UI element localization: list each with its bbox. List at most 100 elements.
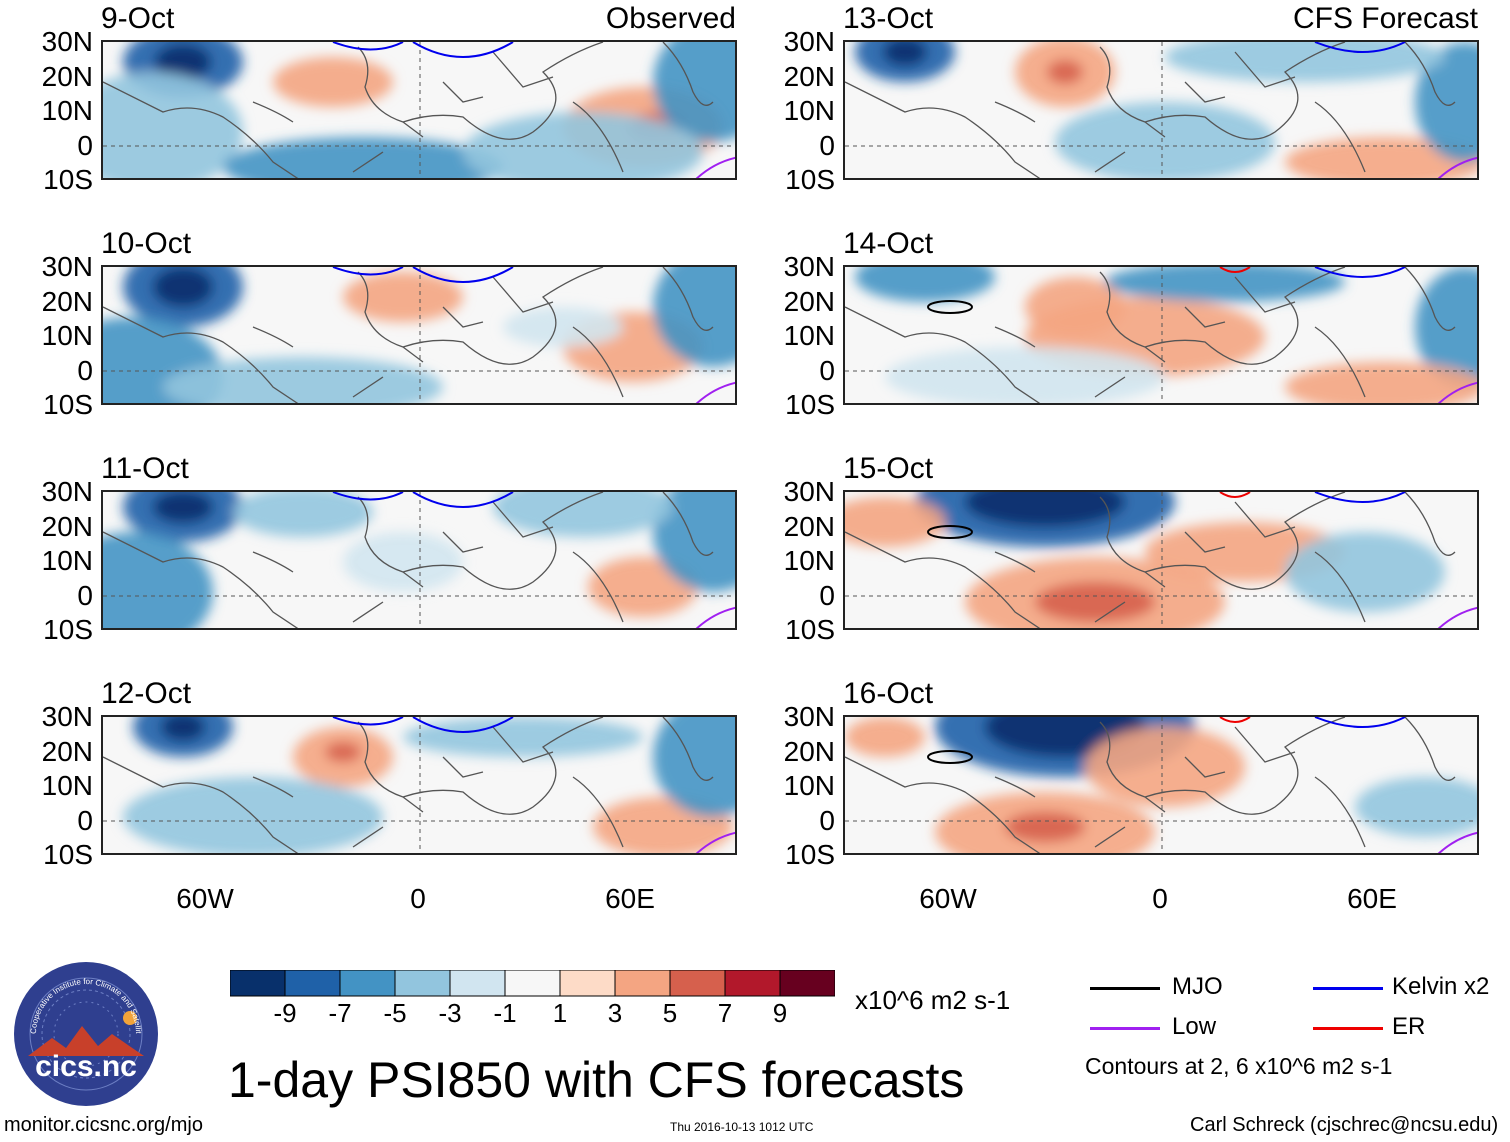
lat-label: 10N [41,320,93,351]
anomaly-blob [1285,137,1477,178]
map-panel-obs [101,265,737,405]
footer-url: monitor.cicsnc.org/mjo [4,1114,203,1136]
anomaly-blob [1285,532,1445,612]
low-contour [695,156,735,178]
lat-label: 20N [41,510,93,542]
low-legend-line [1090,1027,1160,1030]
lon-label-0-left: 0 [410,883,426,914]
anomaly-blob [155,44,211,80]
lat-label: 30N [783,701,835,732]
low-contour [1437,381,1477,403]
mjo-legend-label: MJO [1172,973,1223,1000]
lat-label: 30N [41,476,93,507]
anomaly-blob [1285,362,1477,403]
lat-label: 20N [41,735,93,767]
lat-label: 10S [43,839,93,870]
er-contour [1219,267,1251,273]
lat-label: 10S [43,614,93,645]
colorbar-swatches [229,969,836,997]
kelvin-contour [1314,717,1406,728]
er-legend-label: ER [1392,1013,1426,1040]
panel-date-label: 14-Oct [843,227,934,260]
anomaly-blob [233,492,373,537]
coastline [845,492,1456,628]
observed-label: Observed [605,2,736,35]
anomaly-blob [1355,777,1477,837]
colorbar-swatch [614,969,671,997]
low-contour [1437,606,1477,628]
footer-timestamp: Thu 2016-10-13 1012 UTC [670,1120,814,1134]
low-legend-label: Low [1172,1013,1217,1040]
map-panel-obs [101,715,737,855]
panel-date-label: 15-Oct [843,452,934,485]
anomaly-blob [1105,267,1345,302]
lat-label: 30N [783,251,835,282]
anomaly-blob [653,42,735,142]
lon-label-60e-left: 60E [605,883,655,914]
colorbar-swatch [394,969,451,997]
anomaly-blob [1415,42,1477,162]
forecast-label: CFS Forecast [1292,2,1478,35]
anomaly-blob [161,717,205,741]
lat-label: 30N [783,26,835,57]
psi850-field [845,717,1477,853]
logo-text: cics.nc [35,1050,137,1083]
psi850-field [103,492,735,628]
lon-label-60e-right: 60E [1347,883,1397,914]
main-title: 1-day PSI850 with CFS forecasts [228,1052,965,1108]
kelvin-contour [332,492,514,508]
coastline [103,492,714,628]
colorbar-swatch [724,969,781,997]
colorbar-tick-label: -7 [328,998,352,1028]
map-panel-fcst [843,490,1479,630]
colorbar-tick-label: -3 [438,998,462,1028]
footer-author: Carl Schreck (cjschrec@ncsu.edu) [1190,1114,1499,1136]
anomaly-blob [845,717,925,757]
kelvin-contour [332,717,514,733]
lon-label-0-right: 0 [1152,883,1168,914]
anomaly-blob [103,72,243,178]
kelvin-contour [1314,267,1406,278]
anomaly-blob [223,137,503,178]
lat-label: 10N [41,545,93,576]
lat-label: 10S [43,164,93,195]
lat-label: 0 [77,129,93,161]
colorbar-tick-label: 7 [717,998,733,1028]
psi850-field [845,267,1477,403]
map-panel-obs [101,40,737,180]
anomaly-blob [845,497,945,547]
anomaly-blob [103,532,213,628]
panel-date-label: 11-Oct [101,452,189,485]
anomaly-blob [273,57,393,107]
mjo-contour [927,525,973,539]
cics-logo: Cooperative Institute for Climate and Sa… [10,953,160,1108]
lat-label: 20N [783,510,835,542]
anomaly-blob [403,717,643,757]
map-panel-fcst [843,265,1479,405]
lat-label: 30N [783,476,835,507]
low-contour [1437,831,1477,853]
colorbar-tick-label: -1 [493,998,517,1028]
anomaly-blob [653,267,735,367]
psi850-field [845,42,1477,178]
er-contour [1219,492,1251,498]
anomaly-blob [653,492,735,592]
lat-label: 0 [77,354,93,386]
coastline [845,42,1456,178]
colorbar-swatch [339,969,396,997]
anomaly-blob [163,357,443,403]
map-panel-fcst [843,40,1479,180]
anomaly-blob [1165,42,1445,82]
anomaly-blob [493,492,673,537]
kelvin-contour [332,267,514,283]
lat-label: 20N [41,60,93,92]
kelvin-contour [1314,492,1406,503]
anomaly-blob [965,492,1125,527]
lat-label: 10N [41,95,93,126]
anomaly-blob [883,42,927,66]
lat-label: 30N [41,701,93,732]
lat-label: 10N [783,770,835,801]
low-contour [695,606,735,628]
psi850-field [103,717,735,853]
lat-label: 10N [783,545,835,576]
